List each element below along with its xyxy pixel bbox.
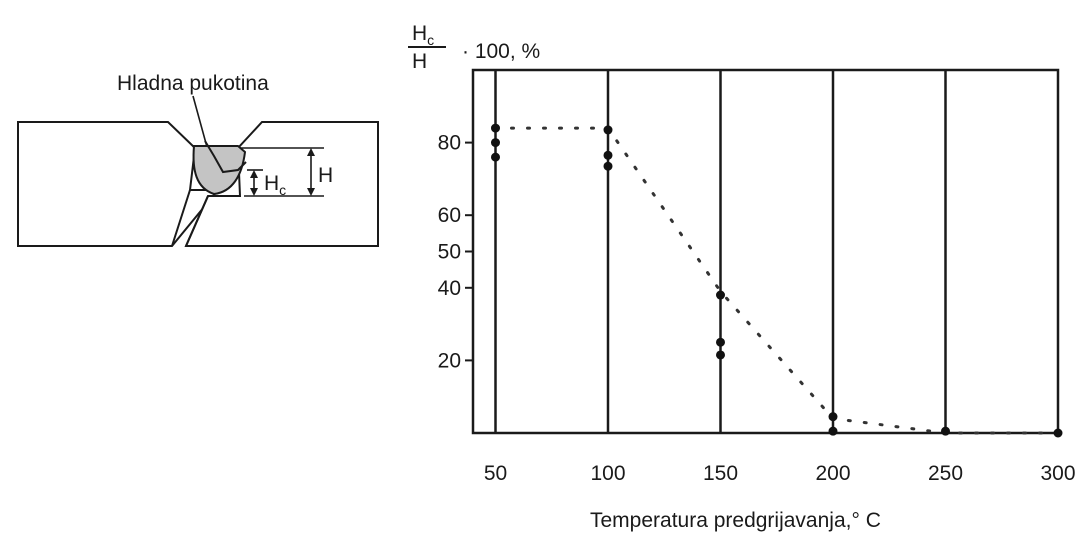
data-point-5	[603, 161, 613, 171]
data-point-3	[603, 125, 613, 135]
data-points	[491, 123, 1063, 438]
hc-label: Hc	[264, 172, 286, 198]
h-arrow-up	[307, 148, 315, 156]
cold-crack-line	[204, 140, 247, 174]
hc-arrow-up	[250, 170, 258, 178]
plot-frame	[471, 68, 1060, 435]
h-arrow-down	[307, 188, 315, 196]
data-point-10	[828, 426, 838, 436]
y-tick-label: 80	[438, 132, 461, 155]
y-tick-label: 20	[438, 349, 461, 372]
data-point-9	[828, 412, 838, 422]
root-gap-right	[185, 195, 209, 247]
data-point-1	[491, 138, 500, 148]
data-point-4	[603, 150, 613, 160]
chart: Hc H · 100, % 80 60 50 40 20 50 100 150 200 250 3…	[408, 22, 1075, 532]
y-tick-marks	[465, 141, 473, 362]
y-label-denominator: H	[412, 50, 427, 73]
data-point-2	[491, 152, 500, 162]
x-tick-label: 200	[815, 462, 850, 485]
data-point-7	[716, 337, 725, 347]
h-label: H	[318, 164, 333, 187]
trend-dotted-line	[494, 126, 1060, 435]
root-gap-left	[171, 189, 191, 247]
data-point-8	[716, 350, 725, 360]
data-point-12	[1053, 428, 1063, 438]
data-point-11	[941, 426, 950, 436]
x-tick-label: 100	[590, 462, 625, 485]
y-axis-label: Hc H · 100, %	[408, 22, 540, 73]
data-point-0	[491, 123, 500, 133]
weld-diagram: Hladna pukotina Hc H	[17, 72, 379, 247]
crack-label: Hladna pukotina	[117, 72, 269, 95]
weld-bead	[192, 145, 247, 196]
x-tick-label: 150	[703, 462, 738, 485]
x-tick-label: 250	[928, 462, 963, 485]
data-point-6	[716, 290, 725, 300]
x-tick-label: 50	[484, 462, 507, 485]
left-plate	[17, 121, 221, 247]
y-tick-label: 50	[438, 241, 461, 264]
x-tick-labels: 50 100 150 200 250 300	[484, 462, 1075, 485]
vertical-gridlines	[494, 70, 947, 433]
x-axis-label: Temperatura predgrijavanja,° C	[590, 509, 881, 532]
y-tick-labels: 80 60 50 40 20	[438, 132, 461, 373]
right-plate	[184, 121, 379, 247]
y-label-suffix: · 100, %	[462, 40, 540, 63]
y-label-numerator: Hc	[412, 22, 434, 48]
trend-line	[494, 126, 1060, 435]
y-tick-label: 60	[438, 204, 461, 227]
hc-arrow-down	[250, 188, 258, 196]
y-tick-label: 40	[438, 277, 461, 300]
x-tick-label: 300	[1040, 462, 1075, 485]
